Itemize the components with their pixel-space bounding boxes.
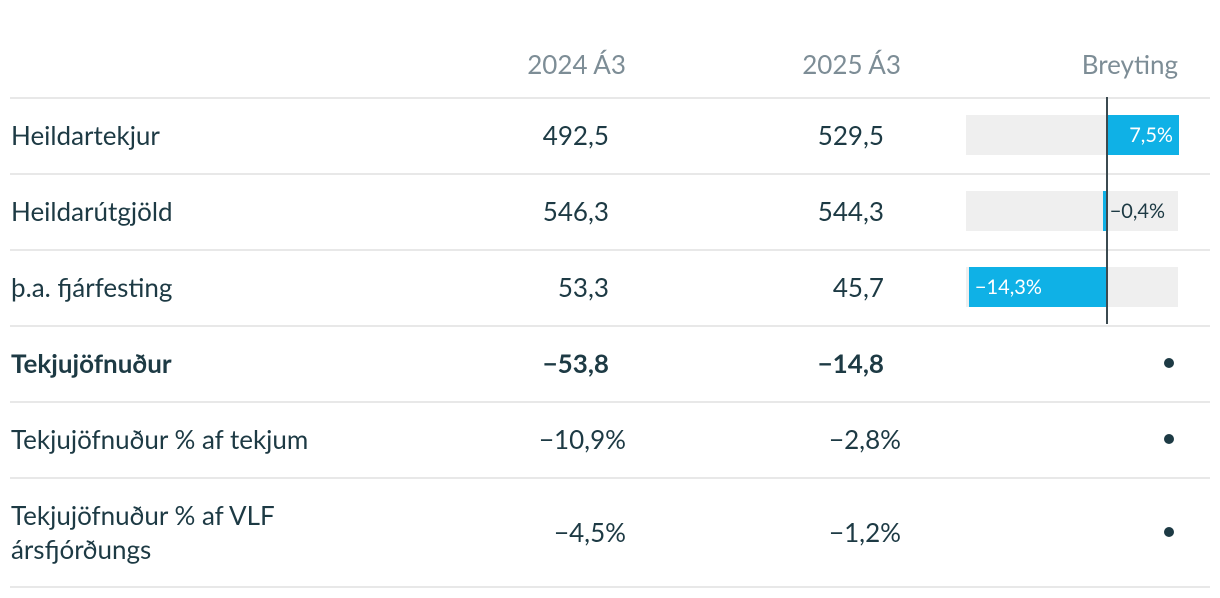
cell-value: −10,9%: [538, 423, 626, 455]
dot-marker: [1164, 358, 1174, 368]
row-divider: [10, 97, 1210, 99]
change-bar: [968, 267, 1107, 307]
cell-value: 492,5: [542, 119, 609, 151]
row-divider: [10, 477, 1210, 479]
row-divider: [10, 173, 1210, 175]
row-divider: [10, 401, 1210, 403]
change-bar: [1106, 115, 1179, 155]
dot-marker: [1164, 526, 1174, 537]
row-label: Heildartekjur: [11, 119, 160, 151]
cell-value: 53,3: [557, 271, 609, 303]
row-label: þ.a. fjárfesting: [11, 271, 173, 303]
cell-value: −4,5%: [554, 515, 626, 548]
zero-line: [1105, 97, 1108, 324]
row-divider: [10, 586, 1210, 588]
row-label: Tekjujöfnuður: [11, 347, 172, 379]
cell-value: 529,5: [817, 119, 884, 151]
row-divider: [10, 325, 1210, 327]
cell-value: 544,3: [817, 195, 884, 227]
dot-marker: [1164, 434, 1174, 444]
cell-value: −1,2%: [829, 515, 901, 548]
row-label: Tekjujöfnuður % af VLF ársfjórðungs: [11, 498, 275, 565]
column-header: Breyting: [1081, 48, 1178, 80]
cell-value: −2,8%: [829, 423, 901, 455]
row-label: Tekjujöfnuður % af tekjum: [11, 423, 309, 455]
row-label: Heildarútgjöld: [11, 195, 173, 227]
column-header: 2024 Á3: [527, 48, 626, 80]
cell-value: 546,3: [542, 195, 609, 227]
cell-value: −53,8: [542, 347, 609, 379]
cell-value: −14,8: [817, 347, 884, 379]
column-header: 2025 Á3: [802, 48, 901, 80]
cell-value: 45,7: [832, 271, 884, 303]
bar-track: [966, 191, 1178, 231]
change-label: −14,3%: [974, 275, 1042, 299]
change-label: −0,4%: [1109, 199, 1166, 223]
row-divider: [10, 249, 1210, 251]
change-bar: [1102, 191, 1107, 231]
change-label: 7,5%: [1129, 123, 1173, 147]
